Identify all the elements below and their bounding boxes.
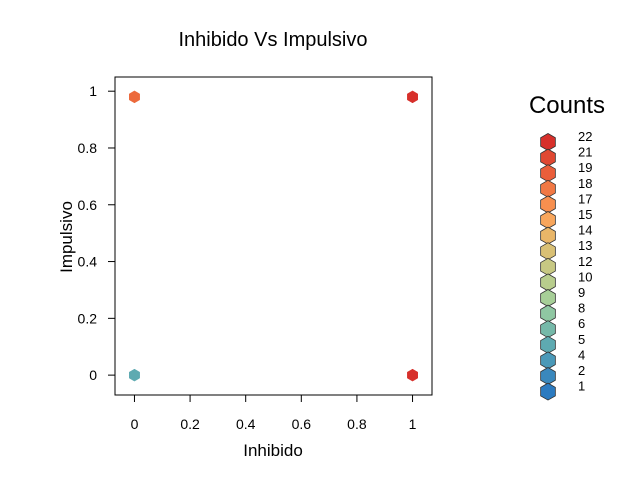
x-tick-label: 1 (409, 416, 417, 432)
legend-swatch (540, 133, 556, 151)
legend-swatch (540, 179, 556, 198)
legend-title: Counts (529, 92, 605, 119)
legend-swatch (540, 304, 556, 323)
hexbin-cell (129, 90, 140, 104)
legend-swatch (540, 367, 556, 385)
x-axis: 0 0.2 0.4 0.6 0.8 1 (131, 395, 417, 432)
x-tick-label: 0.4 (236, 416, 256, 432)
x-tick-label: 0.2 (180, 416, 200, 432)
legend-swatch (540, 335, 556, 354)
legend-label: 5 (578, 332, 585, 347)
legend-swatch (540, 211, 556, 229)
y-axis: 0 0.2 0.4 0.6 0.8 1 (78, 83, 115, 383)
legend-label: 4 (578, 347, 585, 362)
legend-swatch (540, 273, 556, 292)
hexbin-cell (407, 90, 418, 104)
x-tick-label: 0.6 (292, 416, 312, 432)
legend-label: 12 (578, 254, 592, 269)
legend-label: 21 (578, 145, 592, 160)
hexbin-cells (129, 90, 418, 382)
legend-swatch (540, 382, 556, 401)
legend-label: 13 (578, 238, 592, 253)
hexbin-cell (407, 368, 418, 382)
y-tick-label: 0.6 (78, 197, 98, 213)
legend-label: 14 (578, 223, 592, 238)
legend-label: 1 (578, 379, 585, 394)
legend-swatch (540, 351, 556, 370)
legend-label: 2 (578, 363, 585, 378)
y-tick-label: 0.8 (78, 140, 98, 156)
legend-label: 17 (578, 191, 592, 206)
y-axis-label: Impulsivo (57, 201, 76, 273)
legend-swatch (540, 164, 556, 183)
legend-swatch (540, 242, 556, 261)
x-axis-label: Inhibido (243, 441, 303, 460)
legend-label: 18 (578, 176, 592, 191)
legend-label: 8 (578, 301, 585, 316)
y-tick-label: 0 (89, 367, 97, 383)
legend-swatch (540, 195, 556, 214)
legend-label: 10 (578, 269, 592, 284)
legend-label: 9 (578, 285, 585, 300)
y-tick-label: 0.2 (78, 310, 98, 326)
plot-frame (114, 76, 433, 396)
x-tick-label: 0 (131, 416, 139, 432)
y-tick-label: 0.4 (78, 254, 98, 270)
legend-swatch (540, 257, 556, 276)
legend-swatch (540, 289, 556, 307)
y-tick-label: 1 (89, 83, 97, 99)
legend-label: 15 (578, 207, 592, 222)
legend-swatch (540, 320, 556, 339)
legend-label: 19 (578, 160, 592, 175)
x-tick-label: 0.8 (347, 416, 367, 432)
legend-label: 22 (578, 129, 592, 144)
chart-title: Inhibido Vs Impulsivo (179, 29, 368, 51)
legend-swatch (540, 226, 556, 245)
hexbin-cell (129, 368, 140, 382)
legend-swatch (540, 148, 556, 167)
legend-label: 6 (578, 316, 585, 331)
